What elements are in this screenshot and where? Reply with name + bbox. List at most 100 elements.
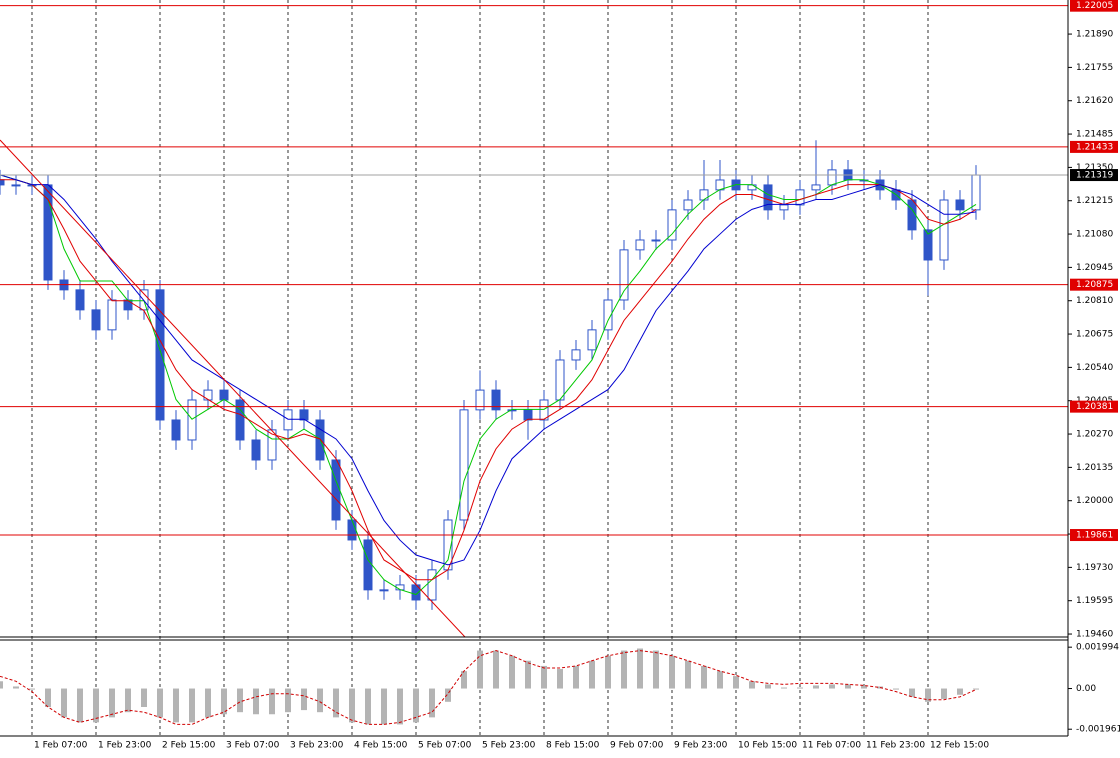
y-tick-label: 1.19460 bbox=[1076, 630, 1113, 640]
x-tick-label: 1 Feb 23:00 bbox=[98, 741, 152, 751]
osc-bar bbox=[605, 655, 611, 689]
candle-body bbox=[763, 184, 773, 211]
candle-body bbox=[779, 204, 789, 211]
osc-bar bbox=[269, 688, 275, 715]
y-tick-label: 1.21485 bbox=[1076, 130, 1113, 140]
level-label-box bbox=[1070, 278, 1118, 291]
osc-bar bbox=[413, 688, 419, 723]
osc-bar bbox=[637, 648, 643, 689]
candle-body bbox=[251, 439, 261, 461]
y-tick-label: 1.21350 bbox=[1076, 163, 1113, 173]
candle-body bbox=[491, 389, 501, 411]
osc-bar bbox=[589, 660, 595, 689]
osc-bar bbox=[221, 688, 227, 715]
candle-body bbox=[203, 389, 213, 401]
candle-body bbox=[587, 329, 597, 351]
trend-line bbox=[0, 139, 466, 638]
candle-body bbox=[347, 519, 357, 541]
candle-body bbox=[795, 189, 805, 206]
candle-body bbox=[139, 289, 149, 311]
y-tick-label: 1.20810 bbox=[1076, 296, 1113, 306]
candle-body bbox=[331, 459, 341, 521]
candle-body bbox=[123, 299, 133, 311]
x-tick-label: 3 Feb 07:00 bbox=[226, 741, 280, 751]
candle-body bbox=[475, 389, 485, 411]
osc-bar bbox=[925, 688, 931, 702]
osc-tick-label: 0.00 bbox=[1076, 684, 1096, 694]
osc-tick-label: 0.001994 bbox=[1076, 643, 1119, 653]
y-tick-label: 1.21080 bbox=[1076, 230, 1113, 240]
osc-bar bbox=[573, 665, 579, 689]
candle-body bbox=[619, 249, 629, 301]
candle-body bbox=[75, 289, 85, 311]
osc-bar bbox=[733, 676, 739, 689]
candle-body bbox=[699, 189, 709, 201]
y-tick-label: 1.21620 bbox=[1076, 96, 1113, 106]
moving-average bbox=[0, 174, 977, 566]
candle-body bbox=[459, 409, 469, 521]
osc-bar bbox=[493, 650, 499, 689]
candle-body bbox=[379, 589, 389, 592]
candle-body bbox=[11, 184, 21, 187]
y-tick-label: 1.20675 bbox=[1076, 330, 1113, 340]
candle-body bbox=[155, 289, 165, 421]
osc-bar bbox=[653, 650, 659, 689]
candle-body bbox=[219, 389, 229, 401]
osc-bar bbox=[701, 665, 707, 689]
candle-body bbox=[683, 199, 693, 211]
y-tick-label: 1.21215 bbox=[1076, 196, 1113, 206]
candle-body bbox=[827, 169, 837, 186]
osc-bar bbox=[173, 688, 179, 723]
osc-bar bbox=[285, 688, 291, 713]
plot bbox=[0, 5, 1068, 725]
candle-body bbox=[187, 399, 197, 441]
candle-body bbox=[427, 569, 437, 601]
osc-bar bbox=[13, 686, 19, 689]
candle-body bbox=[747, 184, 757, 191]
candle-body bbox=[667, 209, 677, 241]
candle-body bbox=[523, 409, 533, 421]
osc-bar bbox=[77, 688, 83, 723]
x-tick-label: 9 Feb 07:00 bbox=[610, 741, 664, 751]
osc-bar bbox=[125, 688, 131, 713]
osc-bar bbox=[765, 684, 771, 689]
x-tick-label: 8 Feb 15:00 bbox=[546, 741, 600, 751]
y-tick-label: 1.20135 bbox=[1076, 463, 1113, 473]
axis: 1 Feb 07:00 1 Feb 23:00 2 Feb 15:00 3 Feb 0… bbox=[34, 0, 1120, 751]
osc-bar bbox=[525, 660, 531, 689]
osc-bar bbox=[317, 688, 323, 713]
candle-body bbox=[0, 179, 5, 186]
candle-body bbox=[283, 409, 293, 431]
candle-body bbox=[811, 184, 821, 191]
osc-bar bbox=[685, 660, 691, 689]
osc-signal bbox=[0, 650, 977, 725]
osc-bar bbox=[365, 688, 371, 725]
level-label-box bbox=[1070, 0, 1118, 12]
level-label-box bbox=[1070, 140, 1118, 153]
grid bbox=[31, 0, 929, 736]
y-tick-label: 1.21755 bbox=[1076, 63, 1113, 73]
y-tick-label: 1.20270 bbox=[1076, 430, 1113, 440]
last-price-label: 1.21319 bbox=[1076, 171, 1113, 181]
osc-bar bbox=[157, 688, 163, 718]
osc-bar bbox=[93, 688, 99, 723]
x-tick-label: 11 Feb 23:00 bbox=[866, 741, 925, 751]
candle-body bbox=[923, 229, 933, 261]
x-tick-label: 5 Feb 23:00 bbox=[482, 741, 536, 751]
level-label: 1.21433 bbox=[1076, 142, 1113, 152]
candle-body bbox=[955, 199, 965, 211]
y-tick-label: 1.20945 bbox=[1076, 263, 1113, 273]
osc-bar bbox=[669, 655, 675, 689]
osc-bar bbox=[253, 688, 259, 715]
osc-bar bbox=[509, 655, 515, 689]
osc-bar bbox=[621, 650, 627, 689]
osc-bar bbox=[893, 688, 899, 690]
level-label-box bbox=[1070, 400, 1118, 413]
y-tick-label: 1.19730 bbox=[1076, 563, 1113, 573]
x-tick-label: 9 Feb 23:00 bbox=[674, 741, 728, 751]
osc-tick-label: -0.001961 bbox=[1076, 725, 1120, 735]
x-tick-label: 10 Feb 15:00 bbox=[738, 741, 797, 751]
level-label: 1.20875 bbox=[1076, 280, 1113, 290]
osc-bar bbox=[109, 688, 115, 718]
